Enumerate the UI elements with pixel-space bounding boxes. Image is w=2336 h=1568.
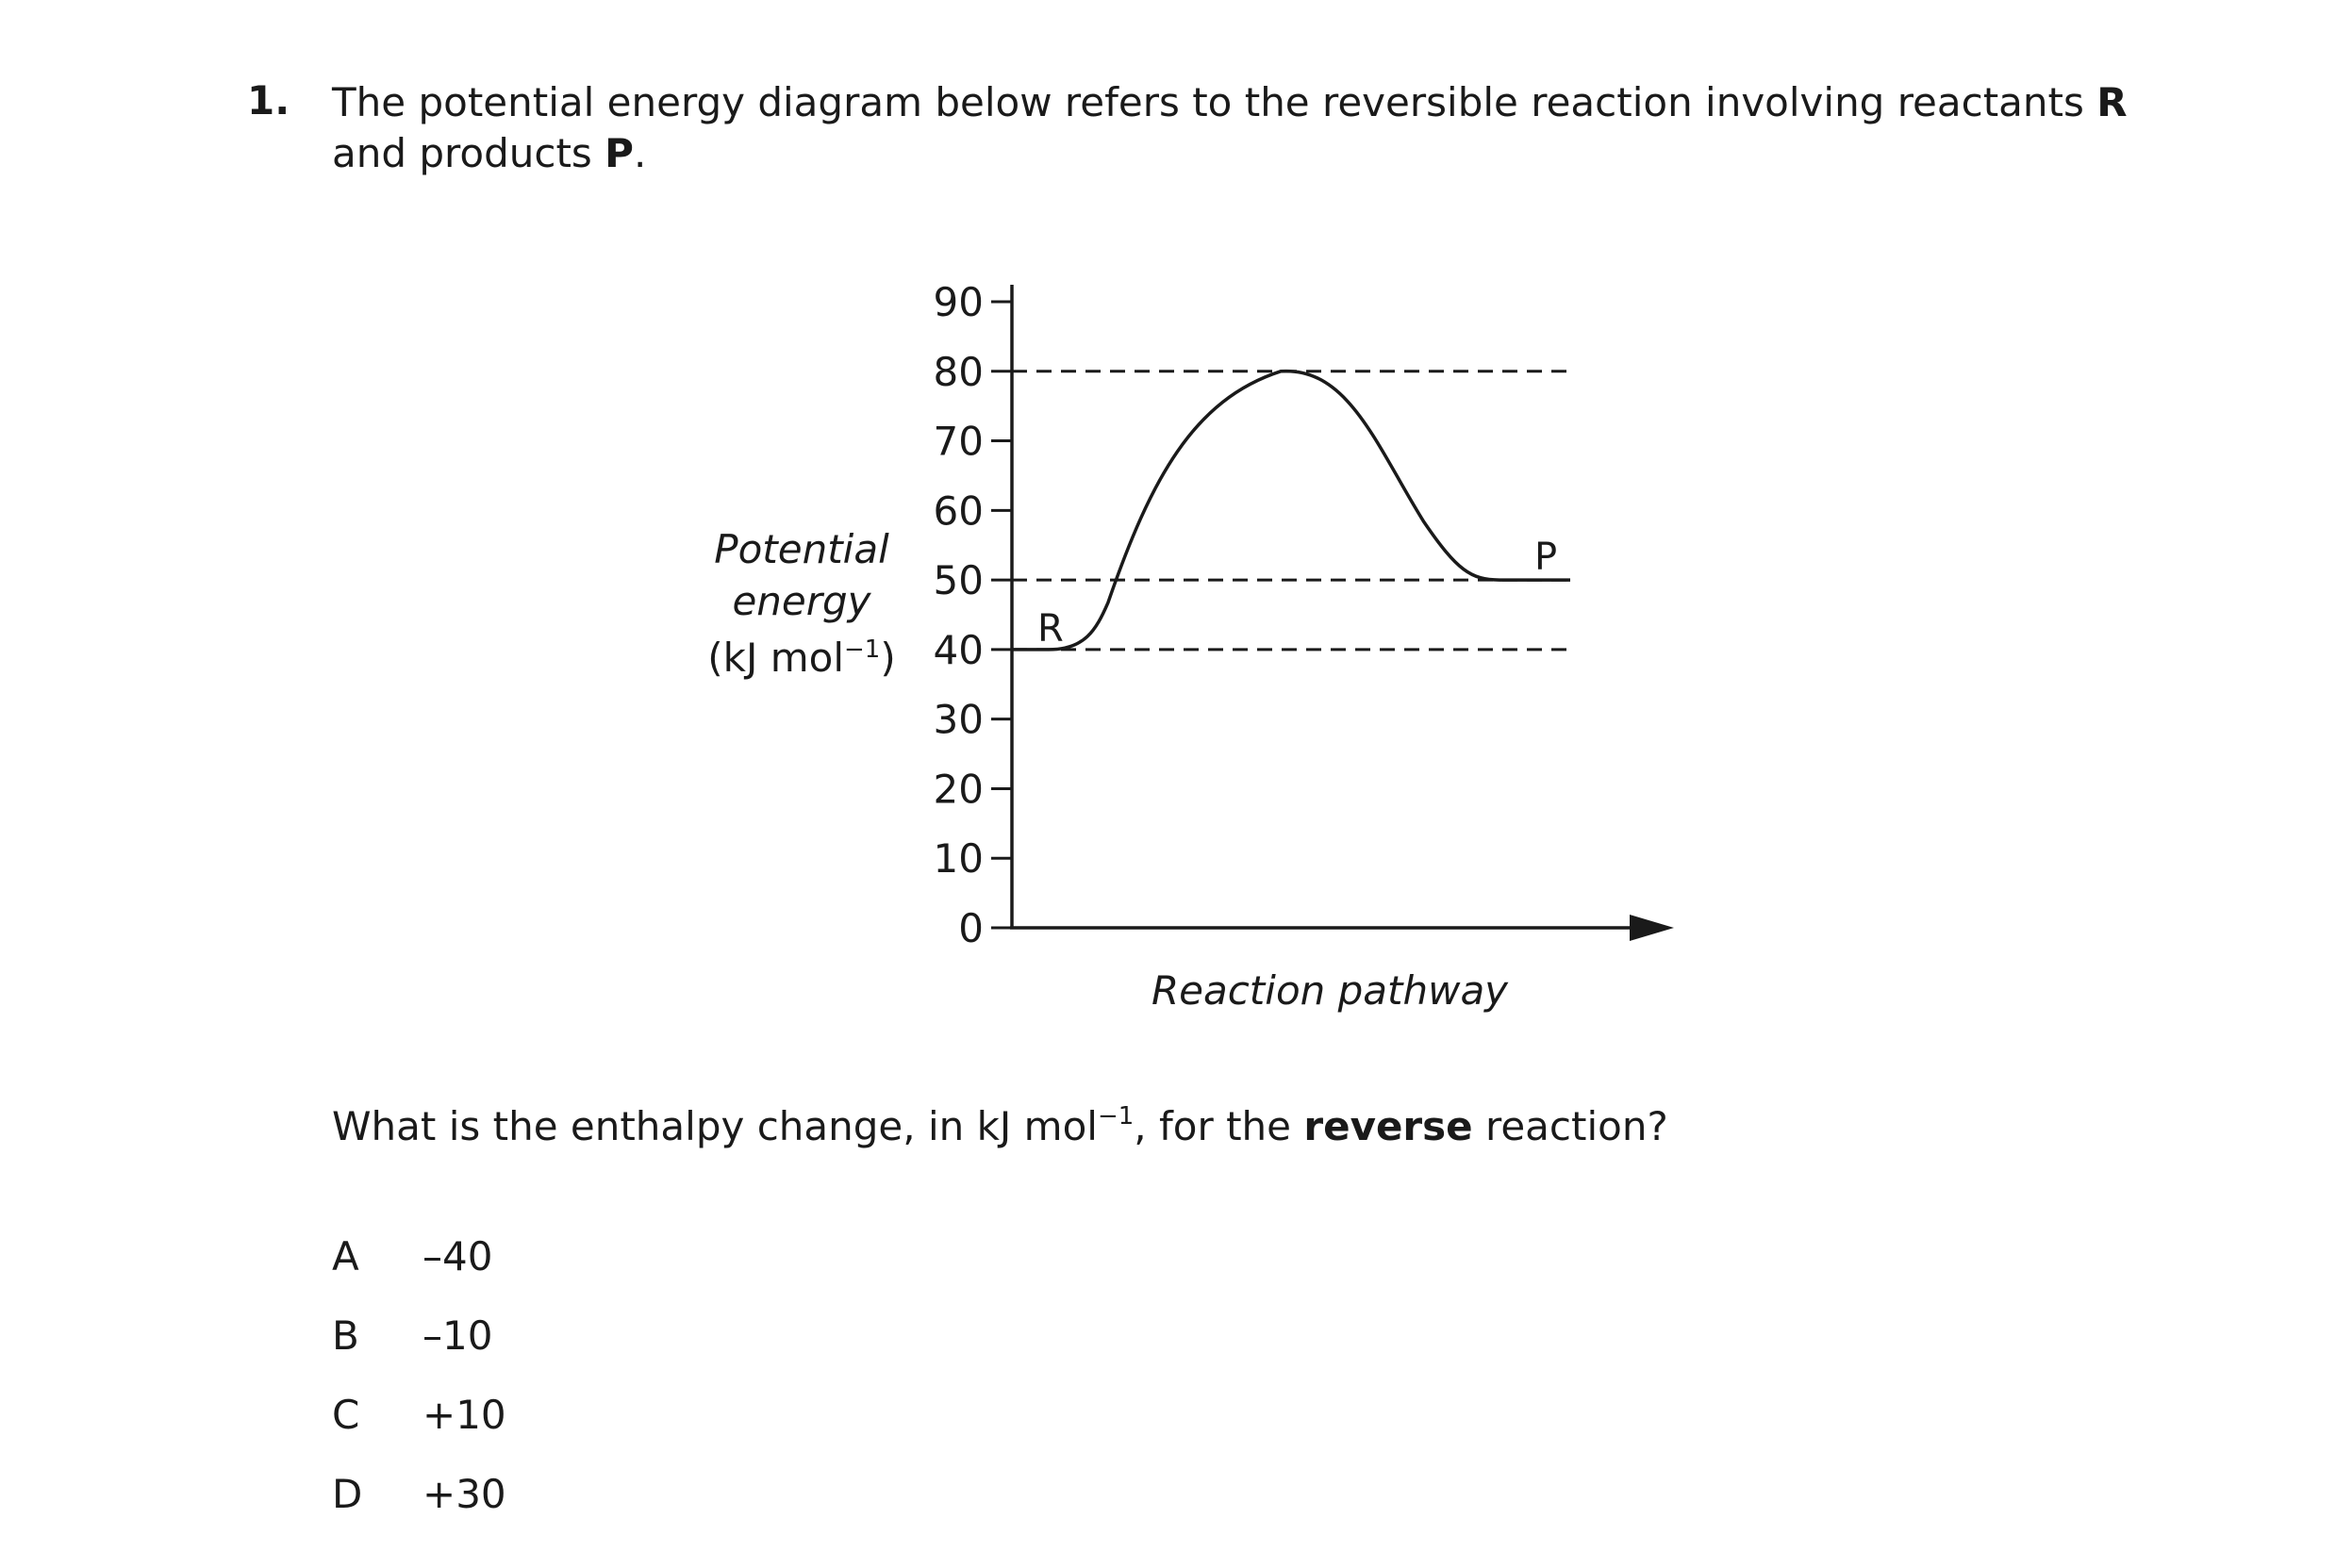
- question-stem: The potential energy diagram below refer…: [332, 77, 2152, 179]
- y-tick-label: 30: [934, 697, 984, 743]
- question-number: 1.: [247, 77, 290, 124]
- x-axis-label: Reaction pathway: [1151, 967, 1509, 1014]
- stem-reactant: R: [2096, 79, 2128, 125]
- y-tick-label: 90: [934, 279, 984, 325]
- stem-end: .: [633, 130, 647, 176]
- option-b[interactable]: B –10: [332, 1296, 555, 1375]
- y-tick-label: 0: [958, 905, 984, 951]
- product-label: P: [1534, 536, 1557, 579]
- y-tick-label: 80: [934, 349, 984, 395]
- y-tick-label: 60: [934, 487, 984, 534]
- question-prompt: What is the enthalpy change, in kJ mol−1…: [332, 1101, 1668, 1152]
- x-axis-arrowhead: [1630, 915, 1674, 941]
- prompt-end: reaction?: [1472, 1103, 1668, 1149]
- prompt-middle: , for the: [1134, 1103, 1304, 1149]
- option-c[interactable]: C +10: [332, 1375, 555, 1454]
- y-axis-label-line-1: Potential: [714, 526, 889, 572]
- y-tick-label: 50: [934, 557, 984, 603]
- option-value: –10: [422, 1312, 493, 1359]
- y-axis-label: Potential energy (kJ mol−1): [707, 526, 895, 681]
- option-letter: D: [332, 1470, 363, 1517]
- y-tick-label: 40: [934, 627, 984, 673]
- option-value: +10: [422, 1391, 506, 1438]
- option-value: +30: [422, 1470, 506, 1517]
- y-tick-label: 70: [934, 419, 984, 465]
- reactant-label: R: [1037, 607, 1064, 651]
- option-a[interactable]: A –40: [332, 1216, 555, 1296]
- prompt-prefix: What is the enthalpy change, in kJ mol: [332, 1103, 1098, 1149]
- stem-product: P: [605, 130, 634, 176]
- stem-prefix: The potential energy diagram below refer…: [332, 79, 2097, 125]
- option-letter: C: [332, 1391, 360, 1438]
- option-value: –40: [422, 1232, 493, 1279]
- prompt-exponent: −1: [1097, 1102, 1135, 1131]
- y-axis-label-line-3: (kJ mol−1): [707, 635, 895, 681]
- option-letter: A: [332, 1232, 359, 1279]
- y-tick-label: 20: [934, 766, 984, 812]
- y-axis-label-line-2: energy: [732, 578, 871, 624]
- y-tick-label: 10: [934, 835, 984, 882]
- prompt-bold-word: reverse: [1303, 1103, 1473, 1149]
- stem-middle: and products: [332, 130, 605, 176]
- answer-options: A –40 B –10 C +10 D +30: [332, 1216, 555, 1533]
- option-d[interactable]: D +30: [332, 1454, 555, 1533]
- reaction-energy-curve: [1012, 370, 1570, 652]
- option-letter: B: [332, 1312, 359, 1359]
